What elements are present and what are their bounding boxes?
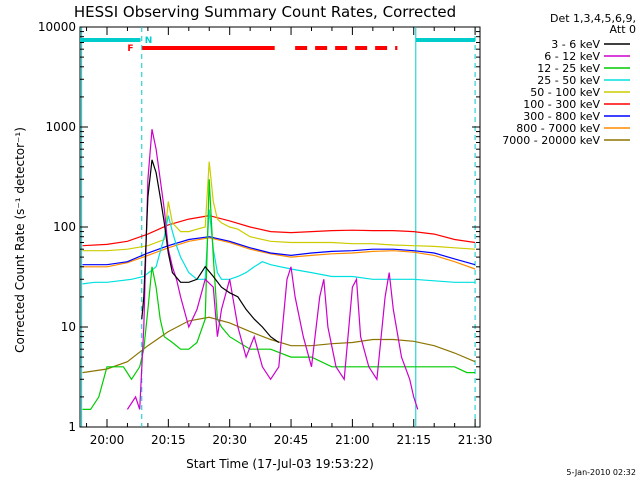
legend-label: 50 - 100 keV [530,86,600,99]
y-tick-label: 10 [61,320,76,334]
legend-label: 6 - 12 keV [544,50,600,63]
x-tick-label: 21:00 [335,433,370,447]
annotation-n: N [145,36,153,46]
y-tick-label: 1 [68,420,76,434]
chart-title: HESSI Observing Summary Count Rates, Cor… [74,3,456,21]
series-line-2 [82,179,476,410]
y-tick-label: 1000 [45,120,76,134]
status-bars: NF [80,36,476,54]
x-tick-label: 21:30 [458,433,493,447]
series-line-5 [82,214,476,247]
x-axis-ticks: 20:00 20:15 20:30 20:45 21:00 21:15 21:30 [86,27,493,447]
legend-label: 12 - 25 keV [537,62,600,75]
series-line-4 [82,161,476,252]
legend-header: Att 0 [610,23,636,36]
annotation-f: F [127,44,133,54]
legend-label: 300 - 800 keV [523,110,600,123]
y-axis-ticks: 1 10 100 1000 10000 [38,20,480,434]
legend-label: 100 - 300 keV [523,98,600,111]
legend-label: 800 - 7000 keV [516,122,600,135]
series-line-0 [141,159,280,343]
x-tick-label: 20:00 [90,433,125,447]
y-tick-label: 10000 [38,20,76,34]
x-tick-label: 20:45 [274,433,309,447]
x-tick-label: 20:15 [151,433,186,447]
legend-label: 7000 - 20000 keV [502,134,600,147]
x-tick-label: 21:15 [396,433,431,447]
legend-header: Det 1,3,4,5,6,9, [550,12,636,25]
series-line-6 [82,236,476,266]
x-axis-label: Start Time (17-Jul-03 19:53:22) [186,457,374,471]
x-tick-label: 20:30 [212,433,247,447]
y-tick-label: 100 [53,220,76,234]
data-series [82,129,476,410]
series-line-7 [82,237,476,270]
footer-timestamp: 5-Jan-2010 02:32 [566,468,636,477]
y-axis-label: Corrected Count Rate (s⁻¹ detector⁻¹) [13,127,27,353]
legend-label: 3 - 6 keV [551,38,600,51]
legend-label: 25 - 50 keV [537,74,600,87]
series-line-1 [126,129,419,410]
